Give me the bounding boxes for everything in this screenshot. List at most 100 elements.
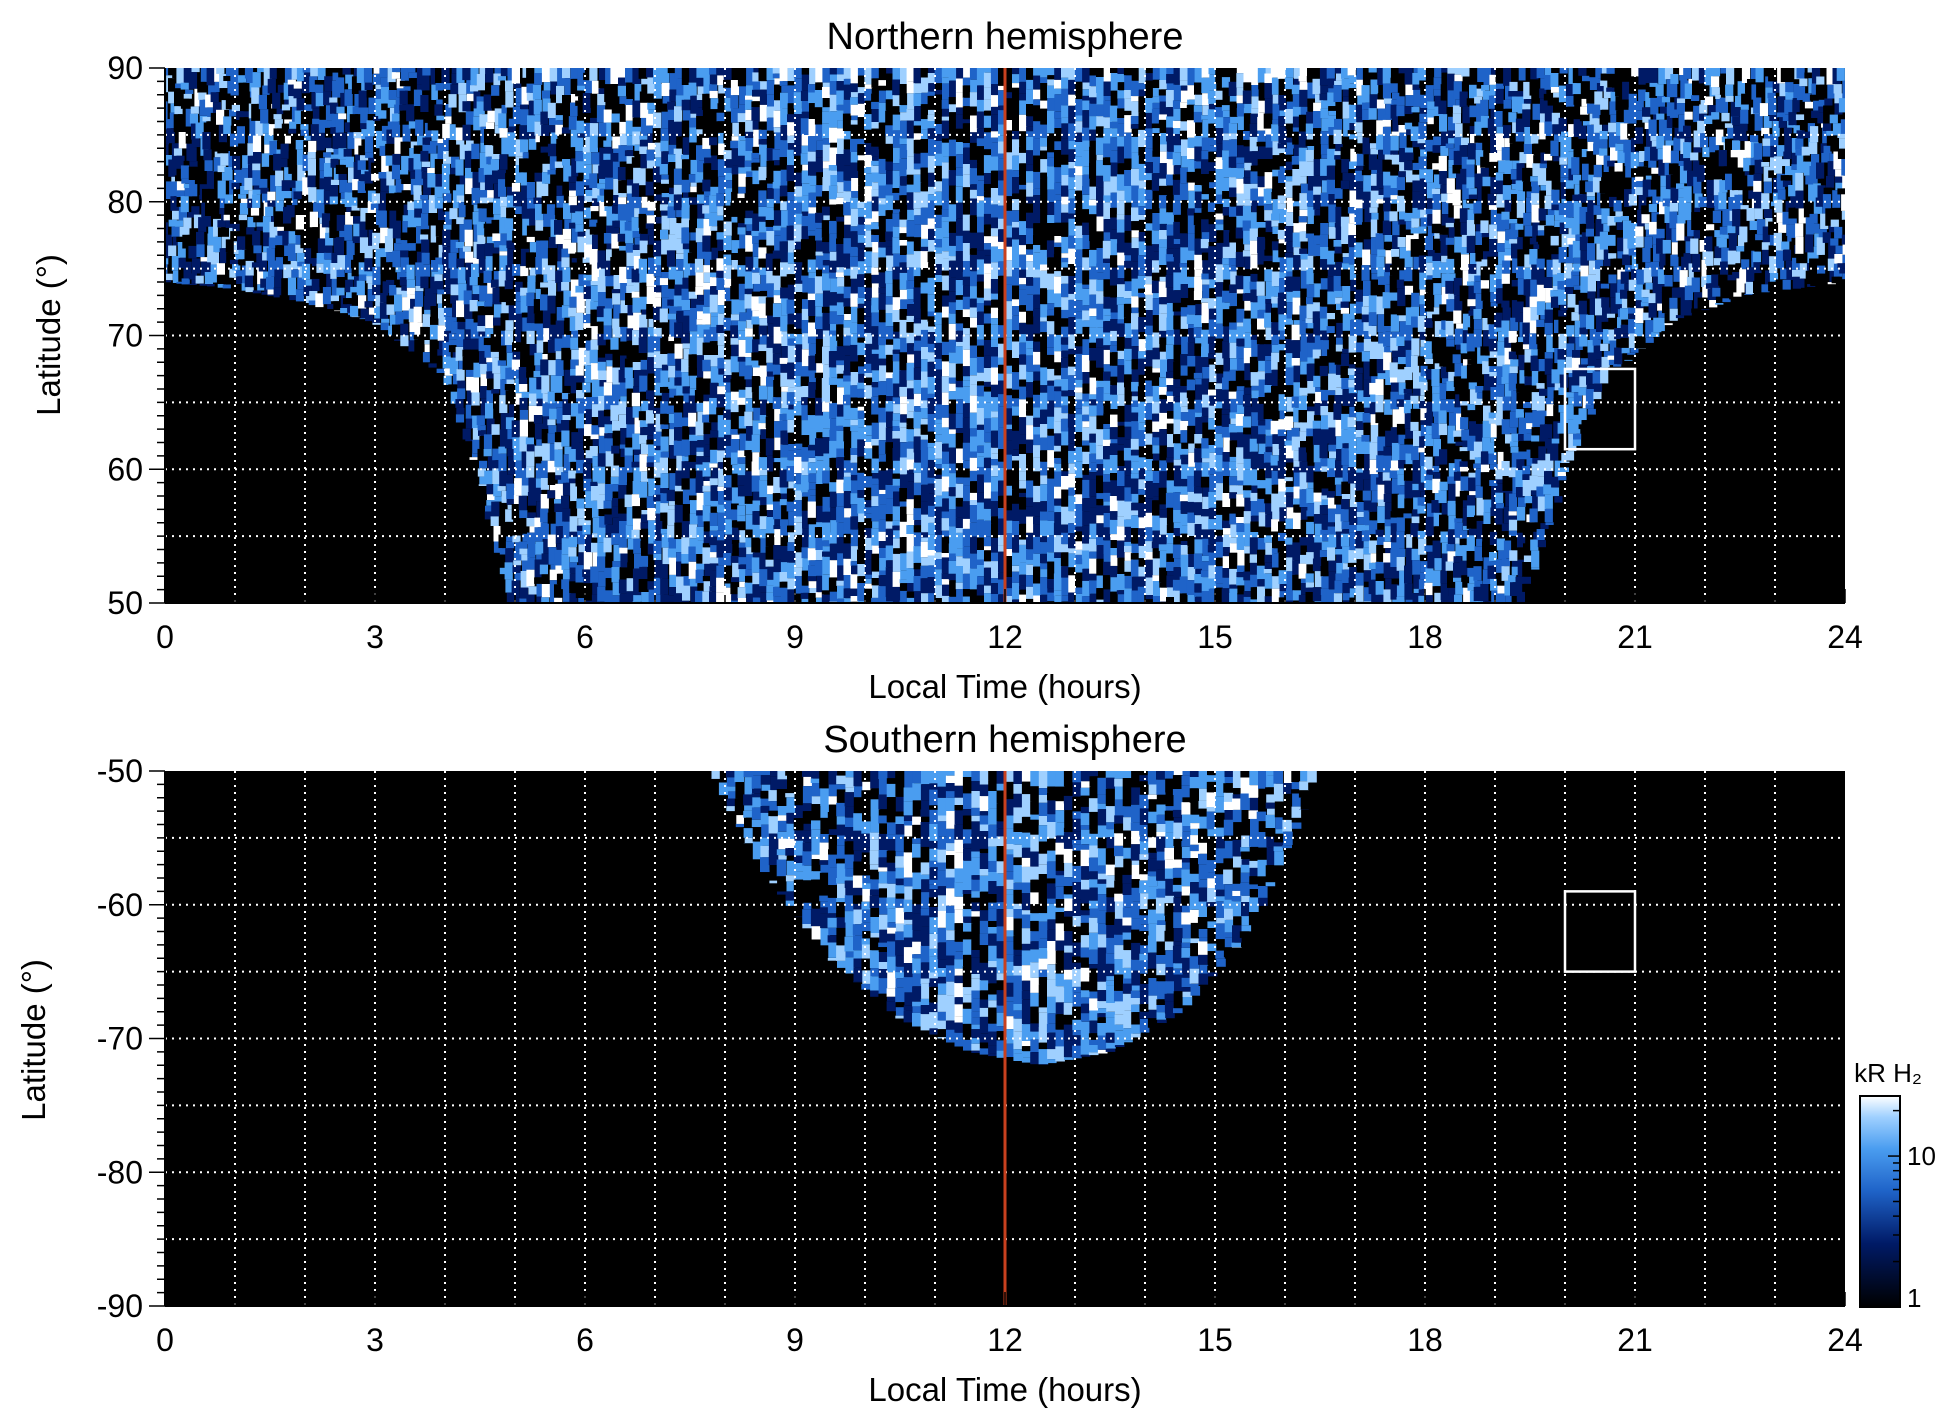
heat-cell [871,506,879,521]
heat-cell [660,164,668,175]
heat-cell [512,231,520,243]
heat-cell [625,378,633,389]
heat-cell [878,248,886,258]
heat-cell [1012,228,1020,240]
heat-cell [457,388,465,399]
heat-cell [977,386,985,397]
heat-cell [689,354,697,366]
heat-cell [442,124,450,138]
heat-cell [465,252,473,263]
heat-cell [991,308,999,319]
heat-cell [223,285,231,289]
heat-cell [780,93,788,109]
heat-cell [395,312,403,325]
heat-cell [499,245,507,251]
heat-cell [1019,435,1027,444]
heat-cell [1026,549,1034,560]
heat-cell [991,454,999,459]
heat-cell [766,207,774,220]
heat-cell [1026,244,1034,249]
heat-cell [709,213,717,226]
heat-cell [620,593,628,603]
heat-cell [956,498,964,507]
heat-cell [548,472,556,485]
heat-cell [682,521,690,537]
heat-cell [702,236,710,252]
heat-cell [420,95,428,112]
heat-cell [575,151,583,161]
heat-cell [900,144,908,159]
heat-cell [850,322,858,333]
heat-cell [752,511,760,525]
heat-cell [780,414,788,421]
heat-cell [470,300,478,311]
heat-cell [428,146,436,154]
heat-cell [660,230,668,240]
heat-cell [159,101,167,119]
heat-cell [1033,68,1041,76]
heat-cell [484,129,492,145]
heat-cell [949,140,957,157]
heat-cell [498,76,506,80]
heat-cell [773,587,781,597]
heat-cell [836,581,844,586]
heat-cell [808,576,816,581]
heat-cell [300,232,308,248]
heat-cell [528,586,536,594]
heat-cell [244,178,252,190]
heat-cell [899,186,907,196]
heat-cell [766,547,774,560]
heat-cell [991,459,999,465]
heat-cell [640,556,648,567]
heat-cell [759,145,767,155]
heat-cell [851,178,859,191]
heat-cell [284,224,292,231]
heat-cell [815,90,823,107]
heat-cell [181,196,189,212]
heat-cell [984,403,992,419]
heat-cell [893,421,901,426]
heat-cell [949,391,957,399]
heat-cell [639,353,647,360]
heat-cell [970,190,978,199]
heat-cell [365,83,373,90]
heat-cell [836,81,844,91]
heat-cell [899,387,907,397]
heat-cell [1019,176,1027,185]
heat-cell [217,263,225,275]
heat-cell [674,441,682,456]
heat-cell [822,307,830,313]
heat-cell [400,324,408,336]
heat-cell [196,232,204,244]
heat-cell [267,192,275,201]
heat-cell [281,144,289,159]
heat-cell [991,553,999,562]
heat-cell [420,195,428,200]
heat-cell [1033,427,1041,435]
heat-cell [181,179,189,184]
heat-cell [753,284,761,292]
heat-cell [463,429,471,440]
heat-cell [871,222,879,229]
heat-cell [893,280,901,298]
heat-cell [498,170,506,179]
heat-cell [1012,372,1020,390]
heat-cell [970,413,978,429]
heat-cell [738,174,746,187]
heat-cell [709,463,717,467]
heat-cell [505,439,513,448]
heat-cell [970,160,978,168]
heat-cell [575,224,583,232]
heat-cell [956,142,964,154]
heat-cell [660,338,668,354]
heat-cell [435,281,443,289]
heat-cell [646,274,654,286]
heat-cell [780,288,788,299]
heat-cell [625,448,633,456]
heat-cell [991,368,999,385]
heat-cell [745,289,753,294]
heat-cell [872,109,880,122]
heat-cell [639,567,647,579]
heat-cell [801,91,809,101]
